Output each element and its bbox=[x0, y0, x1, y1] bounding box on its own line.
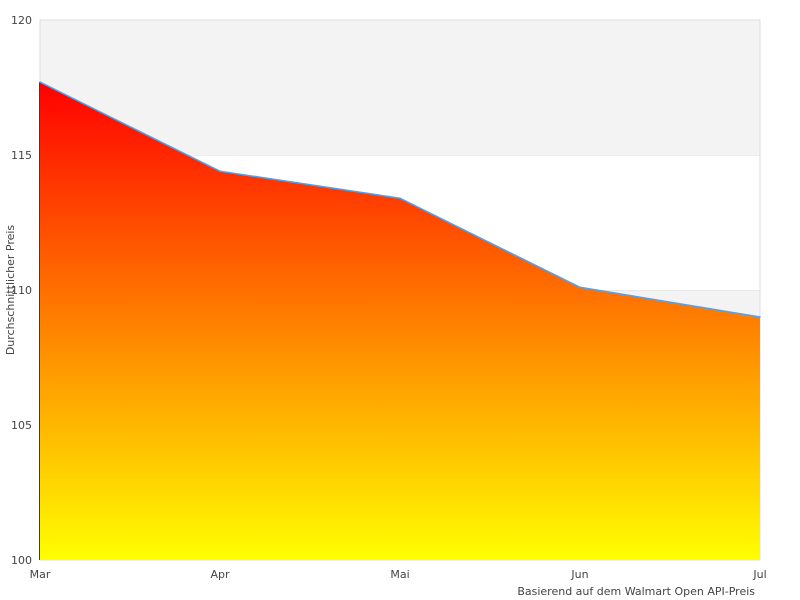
x-tick-label: Jul bbox=[752, 568, 766, 581]
x-axis-label: Basierend auf dem Walmart Open API-Preis bbox=[517, 585, 755, 598]
y-tick-label: 110 bbox=[11, 284, 32, 297]
y-tick-label: 115 bbox=[11, 149, 32, 162]
y-tick-label: 100 bbox=[11, 554, 32, 567]
y-axis-label: Durchschnittlicher Preis bbox=[4, 225, 17, 356]
data-point bbox=[399, 197, 401, 199]
x-tick-label: Jun bbox=[570, 568, 588, 581]
area-series bbox=[39, 81, 761, 560]
data-point bbox=[579, 286, 581, 289]
data-point bbox=[759, 316, 761, 318]
y-axis: 100 105 110 115 120 bbox=[11, 14, 32, 567]
area-fill bbox=[40, 82, 760, 560]
y-tick-label: 120 bbox=[11, 14, 32, 27]
x-tick-label: Apr bbox=[210, 568, 230, 581]
x-tick-label: Mai bbox=[390, 568, 409, 581]
data-point bbox=[39, 81, 41, 83]
x-tick-label: Mar bbox=[30, 568, 51, 581]
grid-band bbox=[40, 20, 760, 155]
y-tick-label: 105 bbox=[11, 419, 32, 432]
data-point bbox=[219, 170, 221, 172]
x-axis: Mar Apr Mai Jun Jul bbox=[30, 568, 767, 581]
